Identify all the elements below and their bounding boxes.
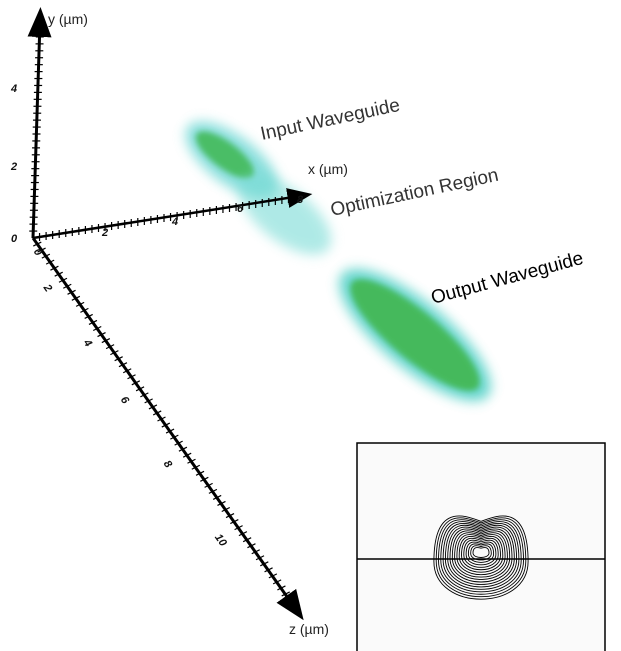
z-tick-label: 4 — [80, 337, 94, 350]
input-label: Input Waveguide — [259, 95, 402, 145]
x-axis-label: x (µm) — [308, 161, 348, 177]
x-tick-label: 8 — [297, 194, 304, 206]
waveguide-volume — [174, 108, 509, 422]
z-tick-label: 6 — [118, 394, 132, 407]
figure: y (µm) x (µm) z (µm) Input Waveguide Opt… — [0, 0, 621, 651]
y-tick-label: 2 — [10, 161, 17, 173]
y-tick-label: 0 — [11, 233, 18, 245]
x-tick-label: 4 — [171, 216, 178, 228]
x-tick-label: 6 — [237, 203, 244, 215]
y-axis-label: y (µm) — [48, 11, 88, 27]
axes — [33, 22, 300, 608]
output-label: Output Waveguide — [429, 248, 586, 309]
optimization-label: Optimization Region — [329, 165, 501, 221]
z-tick-label: 2 — [40, 282, 54, 295]
x-tick-label: 2 — [101, 227, 108, 239]
mode-inset — [357, 443, 605, 651]
z-tick-label: 10 — [212, 532, 229, 550]
z-axis-label: z (µm) — [289, 621, 329, 637]
tick-marks — [29, 37, 289, 596]
z-tick-label: 8 — [161, 458, 175, 471]
y-tick-label: 4 — [10, 83, 17, 95]
